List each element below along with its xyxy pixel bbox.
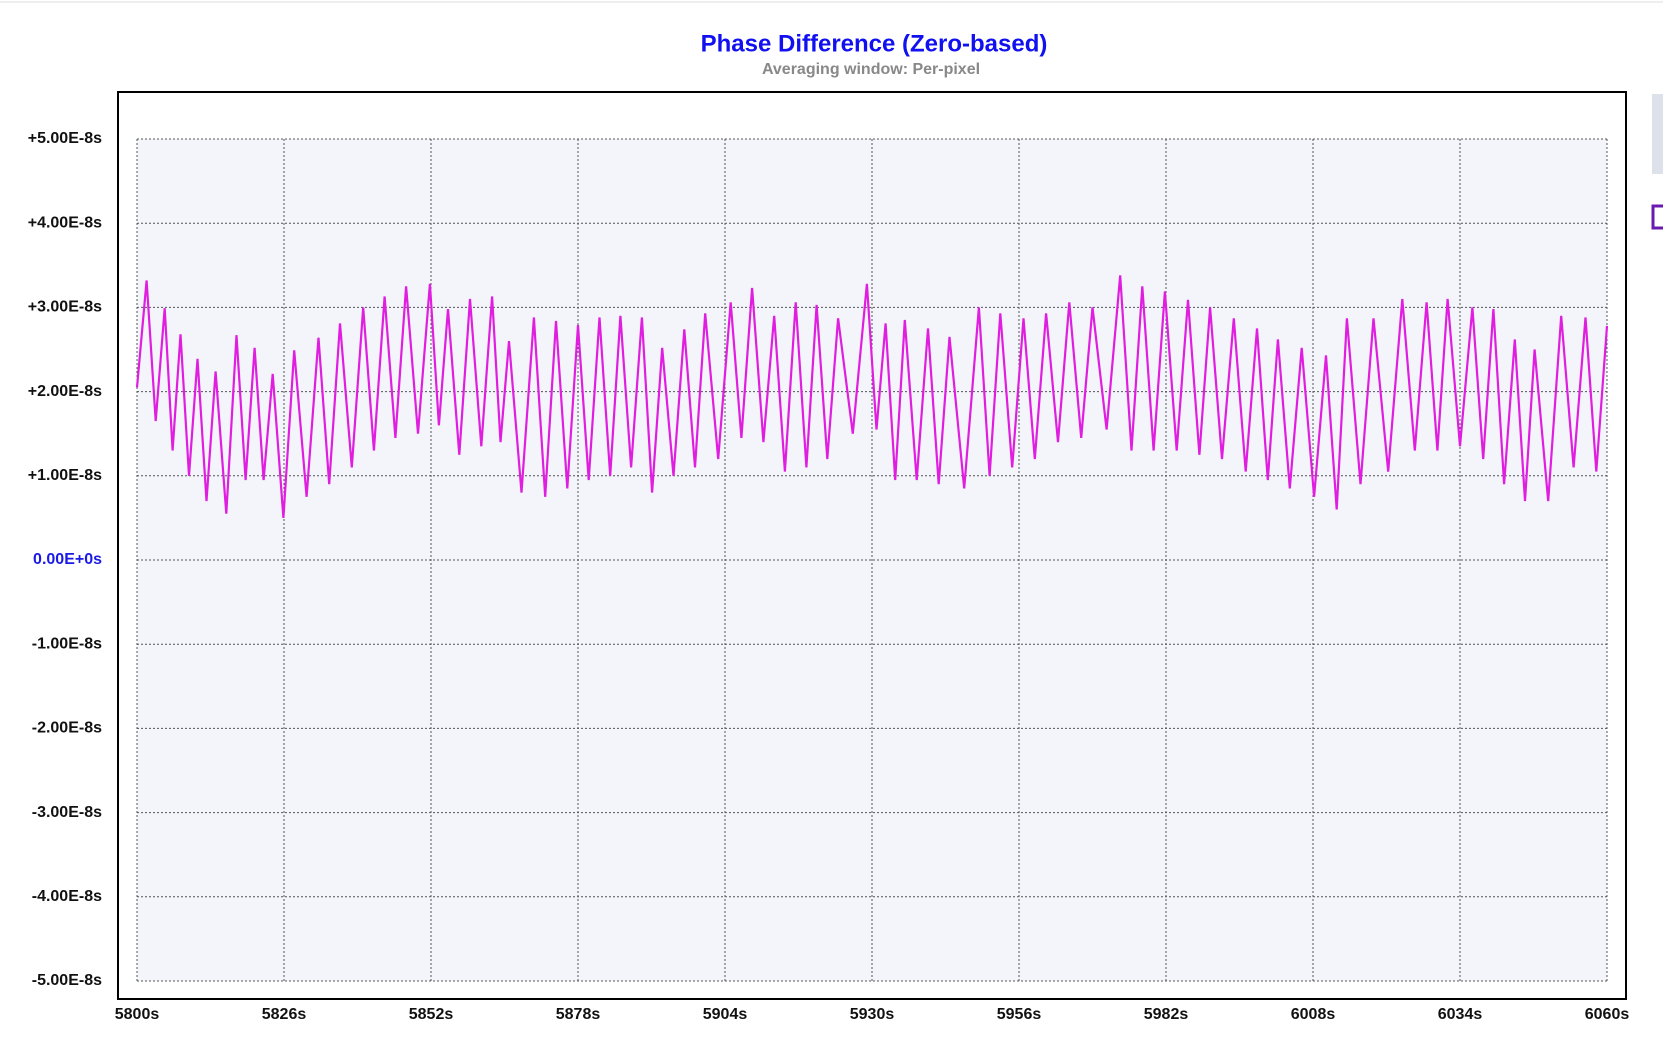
x-tick-label: 6008s [1291,1006,1336,1023]
y-tick-label: +3.00E-8s [28,299,102,316]
x-tick-label: 5852s [409,1006,454,1023]
x-tick-label: 5878s [556,1006,601,1023]
x-tick-label: 5904s [703,1006,748,1023]
y-tick-label: -5.00E-8s [32,972,102,989]
y-tick-label: -4.00E-8s [32,888,102,905]
side-panel [1652,94,1663,174]
x-tick-label: 5800s [115,1006,160,1023]
y-tick-label: 0.00E+0s [33,551,102,568]
y-tick-label: -1.00E-8s [32,635,102,652]
x-tick-label: 5826s [262,1006,307,1023]
y-tick-label: +5.00E-8s [28,130,102,147]
y-tick-label: +1.00E-8s [28,467,102,484]
y-tick-label: -2.00E-8s [32,720,102,737]
y-tick-label: -3.00E-8s [32,804,102,821]
chart-subtitle: Averaging window: Per-pixel [762,61,980,78]
chart-title: Phase Difference (Zero-based) [701,30,1048,57]
x-tick-label: 5982s [1144,1006,1189,1023]
x-tick-label: 5956s [997,1006,1042,1023]
side-legend-box [1651,204,1663,230]
y-tick-label: +2.00E-8s [28,383,102,400]
x-tick-label: 5930s [850,1006,895,1023]
line-series [135,275,1609,518]
y-tick-label: +4.00E-8s [28,214,102,231]
x-tick-label: 6060s [1585,1006,1630,1023]
x-tick-label: 6034s [1438,1006,1483,1023]
